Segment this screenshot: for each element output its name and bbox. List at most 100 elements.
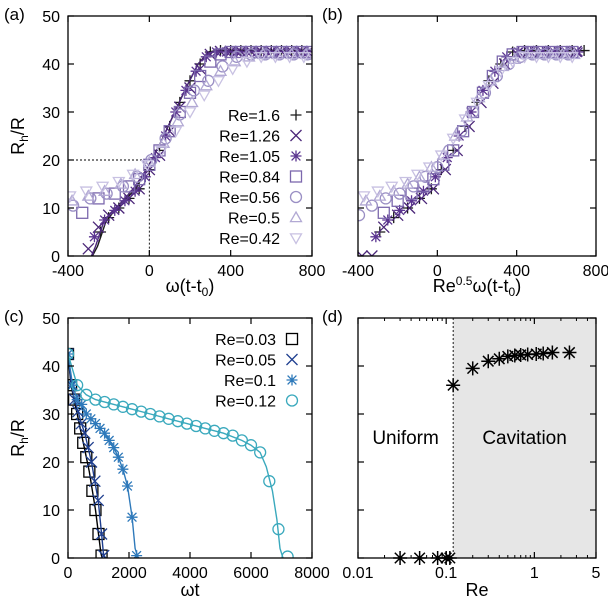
data-point: [550, 48, 563, 61]
data-point: [183, 107, 197, 119]
data-point: [92, 527, 105, 541]
data-point: [171, 415, 184, 428]
x-tick-label: 6000: [233, 565, 269, 582]
data-point: [170, 106, 182, 118]
data-point: [371, 186, 385, 199]
data-point: [536, 346, 551, 361]
data-point: [160, 130, 172, 142]
legend-label: Re=1.6: [228, 108, 280, 125]
data-point: [470, 97, 484, 110]
y-tick-label: 50: [42, 9, 60, 26]
data-point: [95, 528, 108, 540]
data-point: [180, 84, 192, 96]
x-tick-label: -400: [52, 263, 84, 280]
data-point: [108, 442, 120, 454]
data-point: [541, 52, 556, 64]
y-axis-label: Rh/R: [8, 117, 31, 155]
data-point: [98, 395, 111, 409]
series-c-3: [68, 347, 294, 558]
data-point: [214, 48, 227, 61]
panel-label: (a): [4, 5, 25, 24]
data-point: [79, 186, 93, 199]
series-layer: [68, 45, 312, 256]
data-point: [281, 550, 294, 558]
data-point: [135, 405, 148, 418]
data-point: [114, 177, 128, 189]
data-point: [125, 403, 139, 416]
data-point: [446, 133, 460, 146]
data-point: [494, 66, 508, 79]
data-point: [85, 413, 97, 425]
x-tick-label: 0.1: [435, 565, 457, 582]
region-label-uniform: Uniform: [372, 428, 439, 449]
series-layer: [358, 45, 590, 256]
data-point: [393, 187, 406, 200]
data-point: [526, 48, 539, 61]
axis-label-part: 0: [202, 285, 209, 299]
series-c-0: [68, 347, 108, 558]
axis-label-part: 0.5: [456, 274, 473, 288]
data-point: [95, 549, 108, 558]
legend-marker: [285, 394, 299, 407]
x-tick-label: 0: [64, 565, 73, 582]
data-point: [211, 76, 226, 88]
y-tick-label: 20: [42, 455, 60, 472]
legend-label: Re=1.26: [219, 129, 280, 146]
data-point: [424, 160, 439, 172]
series-b-4: [358, 48, 575, 222]
data-point: [394, 204, 406, 216]
data-point: [297, 52, 311, 64]
axis-label-part: h: [17, 135, 31, 142]
data-point: [80, 408, 92, 420]
data-point: [122, 180, 136, 193]
data-point: [556, 45, 569, 59]
data-point: [99, 427, 111, 439]
data-point: [517, 52, 532, 64]
legend-label: Re=0.1: [224, 373, 276, 390]
data-point: [436, 148, 450, 160]
data-point: [140, 160, 154, 172]
x-axis-label: ω(t-t0): [166, 276, 215, 299]
data-point: [226, 64, 240, 76]
data-point: [76, 398, 88, 410]
data-point: [116, 400, 130, 413]
data-point: [410, 169, 425, 182]
data-point: [500, 349, 515, 364]
data-point: [112, 176, 126, 189]
y-axis-label: Rh/R: [8, 419, 31, 457]
data-point: [538, 48, 551, 61]
data-point: [99, 214, 111, 226]
axis-label-part: ): [515, 276, 521, 296]
data-point: [89, 418, 101, 430]
data-point: [379, 192, 392, 205]
region-label-cavitation: Cavitation: [482, 428, 567, 449]
series-line: [68, 353, 284, 558]
data-point: [492, 351, 507, 366]
data-point: [119, 195, 131, 207]
legend-marker: [290, 150, 302, 162]
data-point: [242, 49, 256, 62]
legend-marker: [285, 332, 299, 346]
y-tick-label: 0: [51, 551, 60, 568]
plot-frame: [357, 15, 597, 257]
legend-label: Re=0.56: [219, 190, 280, 207]
data-point: [434, 150, 448, 163]
plot-frame: [357, 317, 597, 559]
series-b-1: [358, 45, 583, 256]
data-point: [263, 475, 276, 488]
data-point: [154, 145, 169, 158]
x-tick-label: 400: [217, 263, 244, 280]
data-point: [545, 345, 560, 360]
data-point: [126, 511, 138, 523]
data-point: [553, 52, 567, 64]
data-point: [506, 56, 520, 69]
axis-label-part: /R: [8, 419, 28, 437]
data-point: [365, 199, 379, 212]
data-point: [391, 194, 404, 207]
panel-label: (c): [4, 307, 24, 326]
legend-marker: [289, 190, 303, 204]
axis-label-part: R: [8, 444, 28, 457]
data-point: [536, 46, 548, 58]
data-point: [88, 231, 100, 243]
data-point: [199, 78, 213, 91]
